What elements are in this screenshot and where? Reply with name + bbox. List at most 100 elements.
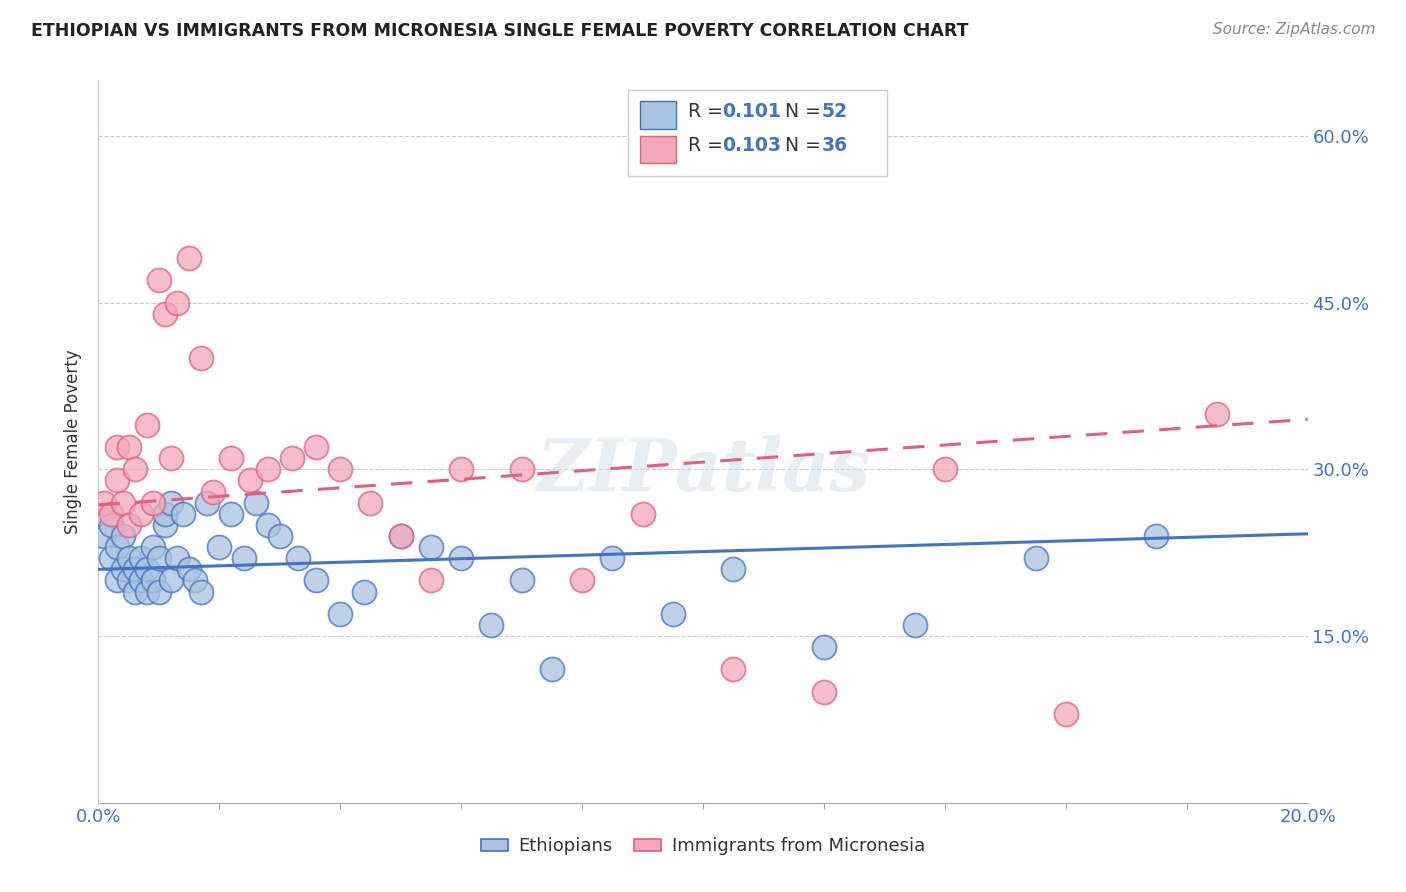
Point <box>221 451 243 466</box>
Y-axis label: Single Female Poverty: Single Female Poverty <box>65 350 83 533</box>
Point <box>631 507 654 521</box>
Point <box>100 517 122 532</box>
Text: N =: N = <box>773 136 827 155</box>
Point <box>166 551 188 566</box>
Point <box>124 562 146 576</box>
Point <box>353 584 375 599</box>
Point <box>148 551 170 566</box>
Point <box>281 451 304 466</box>
Point <box>179 251 201 265</box>
Point <box>1054 706 1077 721</box>
Point <box>245 496 267 510</box>
Point <box>105 474 128 488</box>
Point <box>153 307 176 321</box>
Point <box>420 574 443 588</box>
Point <box>148 584 170 599</box>
Text: 52: 52 <box>821 102 848 120</box>
Point <box>100 551 122 566</box>
Point <box>202 484 225 499</box>
Point <box>190 351 212 366</box>
Point <box>184 574 207 588</box>
Point <box>166 295 188 310</box>
Point <box>232 551 254 566</box>
Point <box>813 684 835 698</box>
Point <box>135 562 157 576</box>
Point <box>1206 407 1229 421</box>
Point <box>305 574 328 588</box>
Text: ETHIOPIAN VS IMMIGRANTS FROM MICRONESIA SINGLE FEMALE POVERTY CORRELATION CHART: ETHIOPIAN VS IMMIGRANTS FROM MICRONESIA … <box>31 22 969 40</box>
Point <box>256 517 278 532</box>
Point <box>135 417 157 432</box>
Point <box>153 507 176 521</box>
Point <box>118 551 141 566</box>
Point <box>813 640 835 655</box>
Point <box>142 540 165 554</box>
Point <box>148 273 170 287</box>
Point <box>135 584 157 599</box>
Point <box>129 507 152 521</box>
Text: 0.101: 0.101 <box>723 102 782 120</box>
Point <box>93 529 115 543</box>
Point <box>111 562 134 576</box>
Point <box>723 562 745 576</box>
Point <box>142 496 165 510</box>
Point <box>450 462 472 476</box>
Point <box>420 540 443 554</box>
Point <box>111 496 134 510</box>
Text: 0.103: 0.103 <box>723 136 782 155</box>
Point <box>602 551 624 566</box>
Point <box>510 574 533 588</box>
Point <box>329 462 352 476</box>
Point <box>540 662 562 676</box>
Point <box>124 462 146 476</box>
Point <box>160 451 183 466</box>
Text: N =: N = <box>773 102 827 120</box>
Point <box>118 574 141 588</box>
Point <box>389 529 412 543</box>
Point <box>100 507 122 521</box>
Point <box>269 529 291 543</box>
Point <box>129 551 152 566</box>
Point <box>195 496 218 510</box>
Point <box>904 618 927 632</box>
Point <box>129 574 152 588</box>
Point <box>118 517 141 532</box>
Point <box>118 440 141 454</box>
Text: 36: 36 <box>821 136 848 155</box>
FancyBboxPatch shape <box>628 90 887 176</box>
Point <box>239 474 262 488</box>
FancyBboxPatch shape <box>640 136 676 163</box>
Point <box>142 574 165 588</box>
Point <box>1144 529 1167 543</box>
Point <box>360 496 382 510</box>
Point <box>105 574 128 588</box>
Point <box>934 462 956 476</box>
Text: ZIPatlas: ZIPatlas <box>536 435 870 506</box>
FancyBboxPatch shape <box>640 101 676 128</box>
Point <box>179 562 201 576</box>
Text: Source: ZipAtlas.com: Source: ZipAtlas.com <box>1212 22 1375 37</box>
Point <box>329 607 352 621</box>
Point <box>389 529 412 543</box>
Point <box>172 507 194 521</box>
Point <box>256 462 278 476</box>
Point <box>221 507 243 521</box>
Point <box>105 540 128 554</box>
Point <box>1024 551 1046 566</box>
Point <box>93 496 115 510</box>
Point <box>481 618 503 632</box>
Point <box>450 551 472 566</box>
Text: R =: R = <box>689 102 730 120</box>
Point <box>208 540 231 554</box>
Point <box>105 440 128 454</box>
Point <box>571 574 593 588</box>
Point <box>305 440 328 454</box>
Point <box>160 574 183 588</box>
Point <box>190 584 212 599</box>
Point <box>111 529 134 543</box>
Text: R =: R = <box>689 136 730 155</box>
Point <box>160 496 183 510</box>
Point <box>510 462 533 476</box>
Point <box>153 517 176 532</box>
Point <box>723 662 745 676</box>
